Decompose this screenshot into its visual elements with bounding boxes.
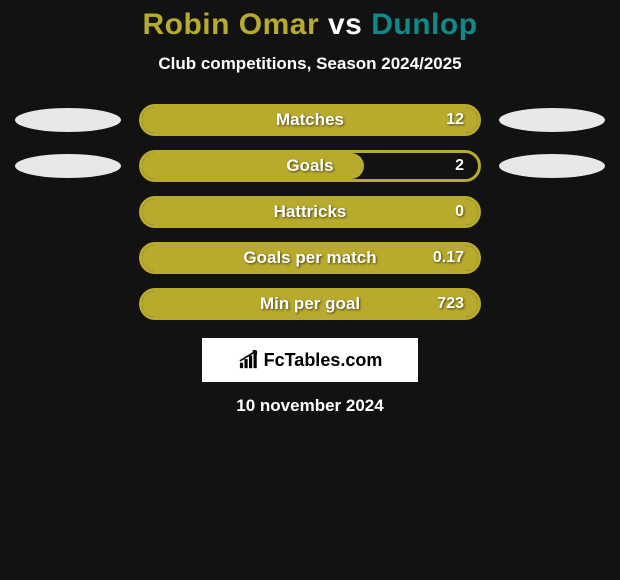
stat-row: Matches 12 <box>0 104 620 136</box>
stat-bar: Hattricks 0 <box>139 196 481 228</box>
title-vs: vs <box>328 8 362 41</box>
stat-label: Goals per match <box>243 248 376 268</box>
stat-rows: Matches 12 Goals 2 Hattricks 0 Goals per match… <box>0 104 620 320</box>
stat-row: Min per goal 723 <box>0 288 620 320</box>
left-bubble <box>15 154 121 178</box>
bubble-spacer <box>15 200 121 224</box>
stat-label: Goals <box>286 156 333 176</box>
bar-chart-arrow-icon <box>238 350 260 370</box>
stat-bar: Matches 12 <box>139 104 481 136</box>
stat-row: Goals per match 0.17 <box>0 242 620 274</box>
stat-row: Hattricks 0 <box>0 196 620 228</box>
stat-label: Min per goal <box>260 294 360 314</box>
logo-box: FcTables.com <box>202 338 418 382</box>
bubble-spacer <box>499 292 605 316</box>
subtitle: Club competitions, Season 2024/2025 <box>0 54 620 74</box>
title-player1: Robin Omar <box>142 8 319 41</box>
stat-value: 2 <box>455 157 464 175</box>
stat-row: Goals 2 <box>0 150 620 182</box>
bubble-spacer <box>15 246 121 270</box>
stat-bar: Goals per match 0.17 <box>139 242 481 274</box>
bubble-spacer <box>499 200 605 224</box>
stat-label: Matches <box>276 110 344 130</box>
right-bubble <box>499 108 605 132</box>
right-bubble <box>499 154 605 178</box>
title-player2: Dunlop <box>371 8 477 41</box>
stat-value: 723 <box>437 295 464 313</box>
date-text: 10 november 2024 <box>0 396 620 416</box>
page-title: Robin Omar vs Dunlop <box>0 8 620 42</box>
logo-text: FcTables.com <box>264 350 383 371</box>
bubble-spacer <box>15 292 121 316</box>
stat-value: 12 <box>446 111 464 129</box>
stat-bar: Goals 2 <box>139 150 481 182</box>
stat-value: 0.17 <box>433 249 464 267</box>
stat-value: 0 <box>455 203 464 221</box>
comparison-card: Robin Omar vs Dunlop Club competitions, … <box>0 0 620 416</box>
stat-bar: Min per goal 723 <box>139 288 481 320</box>
left-bubble <box>15 108 121 132</box>
bubble-spacer <box>499 246 605 270</box>
stat-label: Hattricks <box>274 202 347 222</box>
